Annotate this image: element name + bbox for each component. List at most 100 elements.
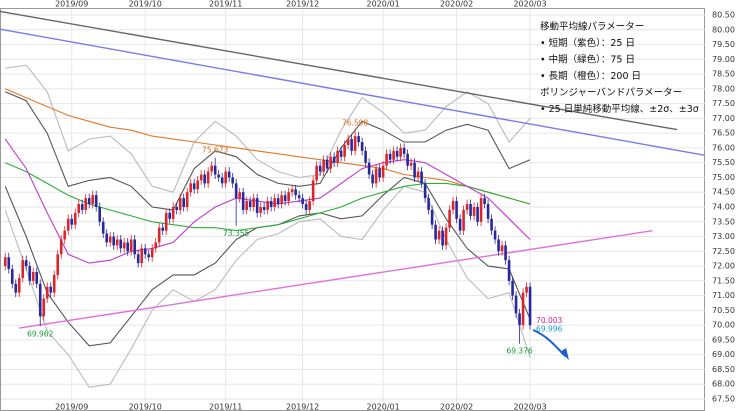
- y-tick-label: 71.00: [712, 291, 735, 300]
- candle-body: [423, 183, 427, 199]
- candle-body: [441, 230, 444, 246]
- price-annotation: 73.355: [223, 229, 249, 238]
- indicator-line: [4, 88, 531, 205]
- candle-body: [346, 139, 350, 145]
- candle-body: [528, 286, 532, 326]
- x-tick-label: 2019/12: [286, 0, 319, 9]
- candle-body: [94, 195, 98, 207]
- candle-body: [150, 248, 154, 258]
- price-annotation: 75.673: [202, 146, 228, 155]
- y-tick-label: 76.00: [712, 143, 735, 152]
- trend-line: [0, 28, 706, 156]
- plot-frame: [0, 8, 705, 411]
- candle-body: [119, 239, 123, 249]
- candle-body: [21, 260, 25, 278]
- x-tick-label: 2020/02: [440, 0, 473, 9]
- candle-body: [525, 286, 528, 293]
- candle-body: [217, 174, 220, 178]
- candle-body: [511, 280, 514, 296]
- y-tick-label: 69.50: [712, 335, 735, 344]
- candle-body: [3, 257, 7, 267]
- candle-body: [252, 198, 255, 207]
- y-tick-label: 75.00: [712, 173, 735, 182]
- candle-body: [28, 266, 32, 281]
- candle-body: [49, 286, 53, 293]
- candle-body: [245, 201, 248, 210]
- y-tick-label: 79.00: [712, 55, 735, 64]
- candle-body: [98, 207, 102, 222]
- candle-body: [420, 171, 423, 184]
- candle-body: [315, 165, 318, 181]
- candle-body: [374, 168, 378, 184]
- candle-body: [336, 150, 339, 163]
- candle-body: [514, 295, 518, 314]
- candle-body: [129, 239, 133, 252]
- candle-body: [301, 198, 304, 205]
- y-tick-label: 70.00: [712, 321, 735, 330]
- candle-body: [269, 201, 273, 207]
- x-tick-label: 2019/11: [209, 0, 242, 9]
- candle-body: [7, 257, 11, 270]
- candle-body: [416, 171, 420, 178]
- candle-body: [304, 204, 308, 210]
- candle-body: [497, 239, 500, 252]
- y-tick-label: 71.50: [712, 276, 735, 285]
- candle-body: [360, 142, 364, 151]
- y-tick-label: 70.50: [712, 306, 735, 315]
- note-line: ボリンジャーバンドパラメーター: [540, 88, 682, 99]
- candle-body: [248, 201, 252, 207]
- candle-body: [392, 150, 395, 160]
- candle-body: [507, 260, 511, 281]
- candle-body: [122, 242, 126, 249]
- price-annotation: 69.996: [536, 324, 562, 333]
- candle-body: [91, 195, 95, 205]
- candle-body: [224, 171, 227, 184]
- y-tick-label: 73.50: [712, 217, 735, 226]
- candle-body: [161, 227, 164, 231]
- candle-body: [147, 254, 150, 258]
- x-tick-label: 2019/09: [55, 403, 88, 411]
- trend-line: [19, 229, 653, 329]
- candle-body: [385, 153, 388, 166]
- candle-body: [63, 230, 67, 240]
- y-tick-label: 72.00: [712, 262, 735, 271]
- candle-body: [339, 150, 343, 157]
- candle-body: [353, 136, 357, 151]
- candle-body: [136, 254, 140, 264]
- y-tick-label: 72.50: [712, 247, 735, 256]
- candle-body: [262, 207, 266, 210]
- candle-body: [458, 218, 462, 231]
- candle-body: [521, 292, 525, 326]
- candle-body: [178, 198, 182, 210]
- y-tick-label: 73.00: [712, 232, 735, 241]
- candle-body: [318, 165, 322, 172]
- candle-body: [266, 201, 269, 210]
- candle-body: [126, 242, 130, 252]
- candle-body: [231, 177, 234, 184]
- x-tick-label: 2019/10: [129, 0, 162, 9]
- candle-body: [115, 239, 119, 246]
- candle-body: [322, 159, 325, 172]
- candle-body: [84, 198, 88, 210]
- y-tick-label: 77.00: [712, 114, 735, 123]
- candle-body: [381, 165, 385, 178]
- candle-body: [479, 198, 483, 222]
- candle-body: [332, 156, 336, 163]
- candle-body: [192, 183, 196, 190]
- y-tick-label: 68.00: [712, 380, 735, 389]
- x-tick-label: 2019/12: [286, 403, 319, 411]
- price-annotation: 70.003: [536, 316, 562, 325]
- candle-body: [402, 147, 406, 154]
- x-tick-label: 2019/09: [55, 0, 88, 9]
- candle-body: [42, 298, 46, 317]
- candle-body: [154, 242, 157, 249]
- y-tick-label: 75.50: [712, 158, 735, 167]
- candle-body: [171, 207, 175, 219]
- candle-body: [413, 162, 416, 178]
- candle-body: [17, 277, 21, 293]
- candle-body: [234, 183, 238, 199]
- candle-body: [73, 212, 77, 225]
- candle-body: [259, 207, 262, 213]
- price-annotation: 69.376: [506, 347, 532, 356]
